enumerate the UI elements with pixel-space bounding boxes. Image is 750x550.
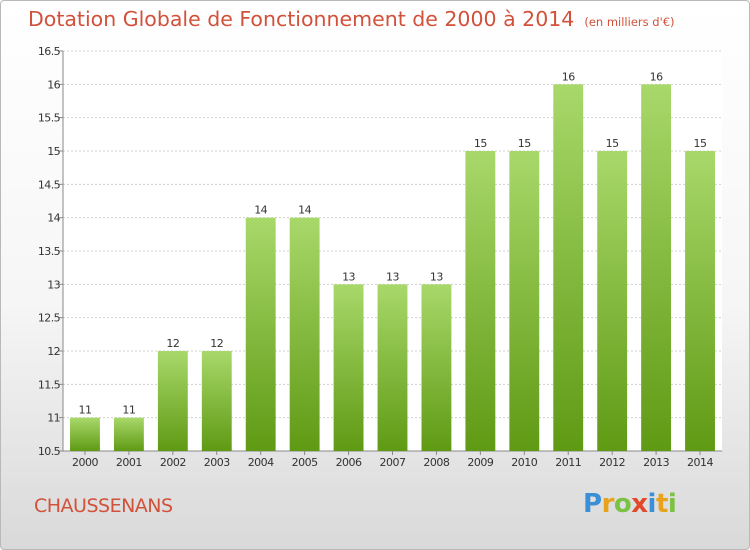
y-tick-label: 11.5	[38, 378, 61, 391]
y-tick-label: 13	[47, 278, 60, 291]
bar-value-label: 13	[342, 270, 355, 283]
proxiti-logo: Proxiti	[583, 489, 677, 519]
bar-value-label: 13	[430, 270, 443, 283]
logo-letter: r	[601, 489, 615, 519]
bar	[157, 351, 188, 451]
bar	[685, 151, 715, 451]
bar	[333, 284, 364, 451]
logo-letter: x	[631, 489, 648, 519]
bar-value-label: 15	[694, 137, 707, 150]
bar-value-label: 14	[254, 204, 267, 217]
y-tick-label: 15.5	[38, 112, 61, 125]
x-tick-label: 2001	[116, 456, 142, 469]
chart-title: Dotation Globale de Fonctionnement de 20…	[28, 7, 675, 31]
bar	[641, 84, 672, 451]
logo-letter: i	[667, 489, 677, 519]
y-tick-label: 15	[47, 145, 60, 158]
chart-unit: (en milliers d'€)	[584, 15, 675, 29]
bar-value-label: 15	[606, 137, 619, 150]
x-tick-label: 2014	[687, 456, 713, 469]
logo-letter: i	[647, 489, 657, 519]
y-tick-label: 16.5	[38, 45, 61, 58]
x-tick-label: 2002	[160, 456, 186, 469]
bar-value-label: 16	[562, 70, 575, 83]
bar	[509, 151, 540, 451]
y-tick-label: 12.5	[38, 312, 61, 325]
logo-letter: o	[613, 489, 632, 519]
bar	[421, 284, 452, 451]
logo-letter: P	[583, 489, 602, 519]
bar-value-label: 15	[518, 137, 531, 150]
bar	[465, 151, 496, 451]
x-tick-label: 2013	[643, 456, 669, 469]
bar	[201, 351, 232, 451]
commune-name: CHAUSSENANS	[34, 495, 173, 517]
logo-letter: t	[655, 489, 668, 519]
x-tick-label: 2011	[555, 456, 581, 469]
bar-value-label: 13	[386, 270, 399, 283]
x-tick-label: 2006	[336, 456, 362, 469]
x-tick-label: 2007	[380, 456, 406, 469]
y-tick-label: 16	[47, 78, 60, 91]
chart-title-text: Dotation Globale de Fonctionnement de 20…	[28, 7, 575, 31]
bar-value-label: 12	[166, 337, 179, 350]
x-tick-label: 2010	[511, 456, 537, 469]
x-tick-label: 2003	[204, 456, 230, 469]
bar	[597, 151, 628, 451]
y-tick-label: 14.5	[38, 178, 61, 191]
bar	[245, 217, 276, 451]
bar-value-label: 11	[122, 404, 135, 417]
bar	[289, 217, 320, 451]
bar	[70, 417, 100, 451]
y-tick-label: 14	[47, 212, 60, 225]
x-tick-label: 2000	[72, 456, 98, 469]
x-tick-label: 2008	[423, 456, 449, 469]
y-tick-label: 11	[47, 412, 60, 425]
bar-value-label: 11	[78, 404, 91, 417]
x-tick-label: 2005	[292, 456, 318, 469]
bar	[113, 417, 144, 451]
x-tick-label: 2012	[599, 456, 625, 469]
bar	[377, 284, 408, 451]
y-tick-label: 12	[47, 345, 60, 358]
bar	[553, 84, 584, 451]
bar-value-label: 12	[210, 337, 223, 350]
x-tick-label: 2004	[248, 456, 274, 469]
bar-value-label: 14	[298, 204, 311, 217]
bar-value-label: 15	[474, 137, 487, 150]
y-tick-label: 13.5	[38, 245, 61, 258]
y-tick-label: 10.5	[38, 445, 61, 458]
bar-value-label: 16	[650, 70, 663, 83]
x-tick-label: 2009	[467, 456, 493, 469]
